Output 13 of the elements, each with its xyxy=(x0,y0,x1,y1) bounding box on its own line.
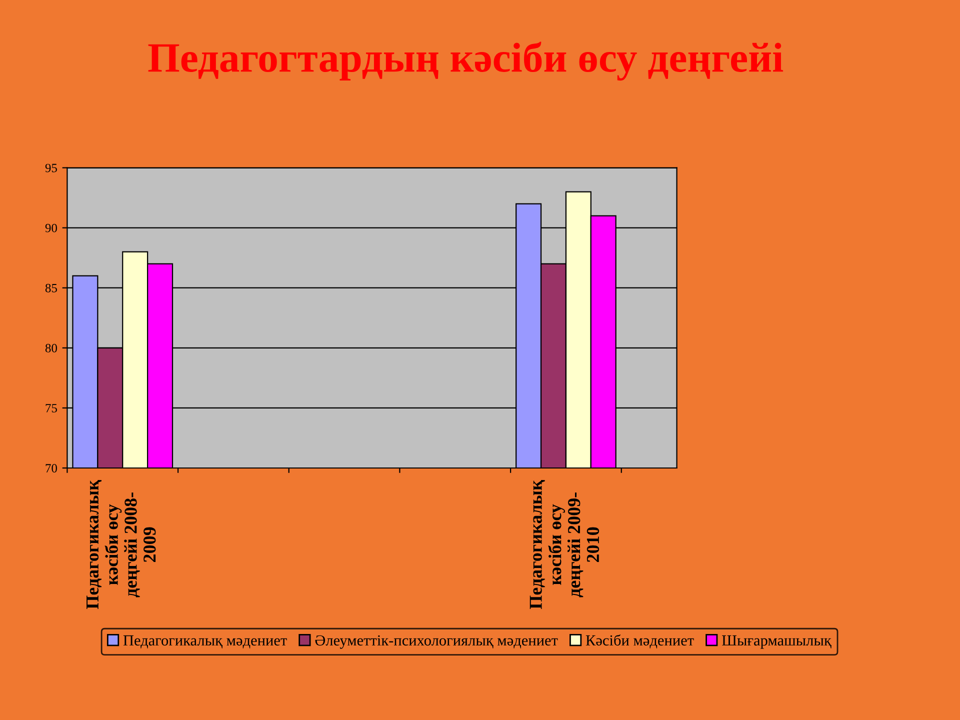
x-tick-label: Педагогикалық кәсіби өсу деңгейі 2008- 2009 xyxy=(86,480,156,609)
legend-label: Әлеуметтік-психологиялық мәдениет xyxy=(315,635,558,649)
legend-label: Кәсіби мәдениет xyxy=(586,634,694,648)
y-tick-label: 90 xyxy=(45,224,57,232)
chart-title: Педагогтардың кәсіби өсу деңгейі xyxy=(148,42,784,81)
y-tick-label: 75 xyxy=(46,404,57,412)
legend-label: Педагогикалық мәдениет xyxy=(123,635,287,648)
legend-label: Шығармашылық xyxy=(722,635,832,649)
y-tick-label: 80 xyxy=(45,344,57,352)
x-tick-label: Педагогикалық кәсіби өсу деңгейі 2009- 2010 xyxy=(530,480,600,609)
y-tick-label: 95 xyxy=(45,164,57,172)
y-tick-label: 85 xyxy=(45,284,57,292)
y-tick-label: 70 xyxy=(46,464,57,472)
